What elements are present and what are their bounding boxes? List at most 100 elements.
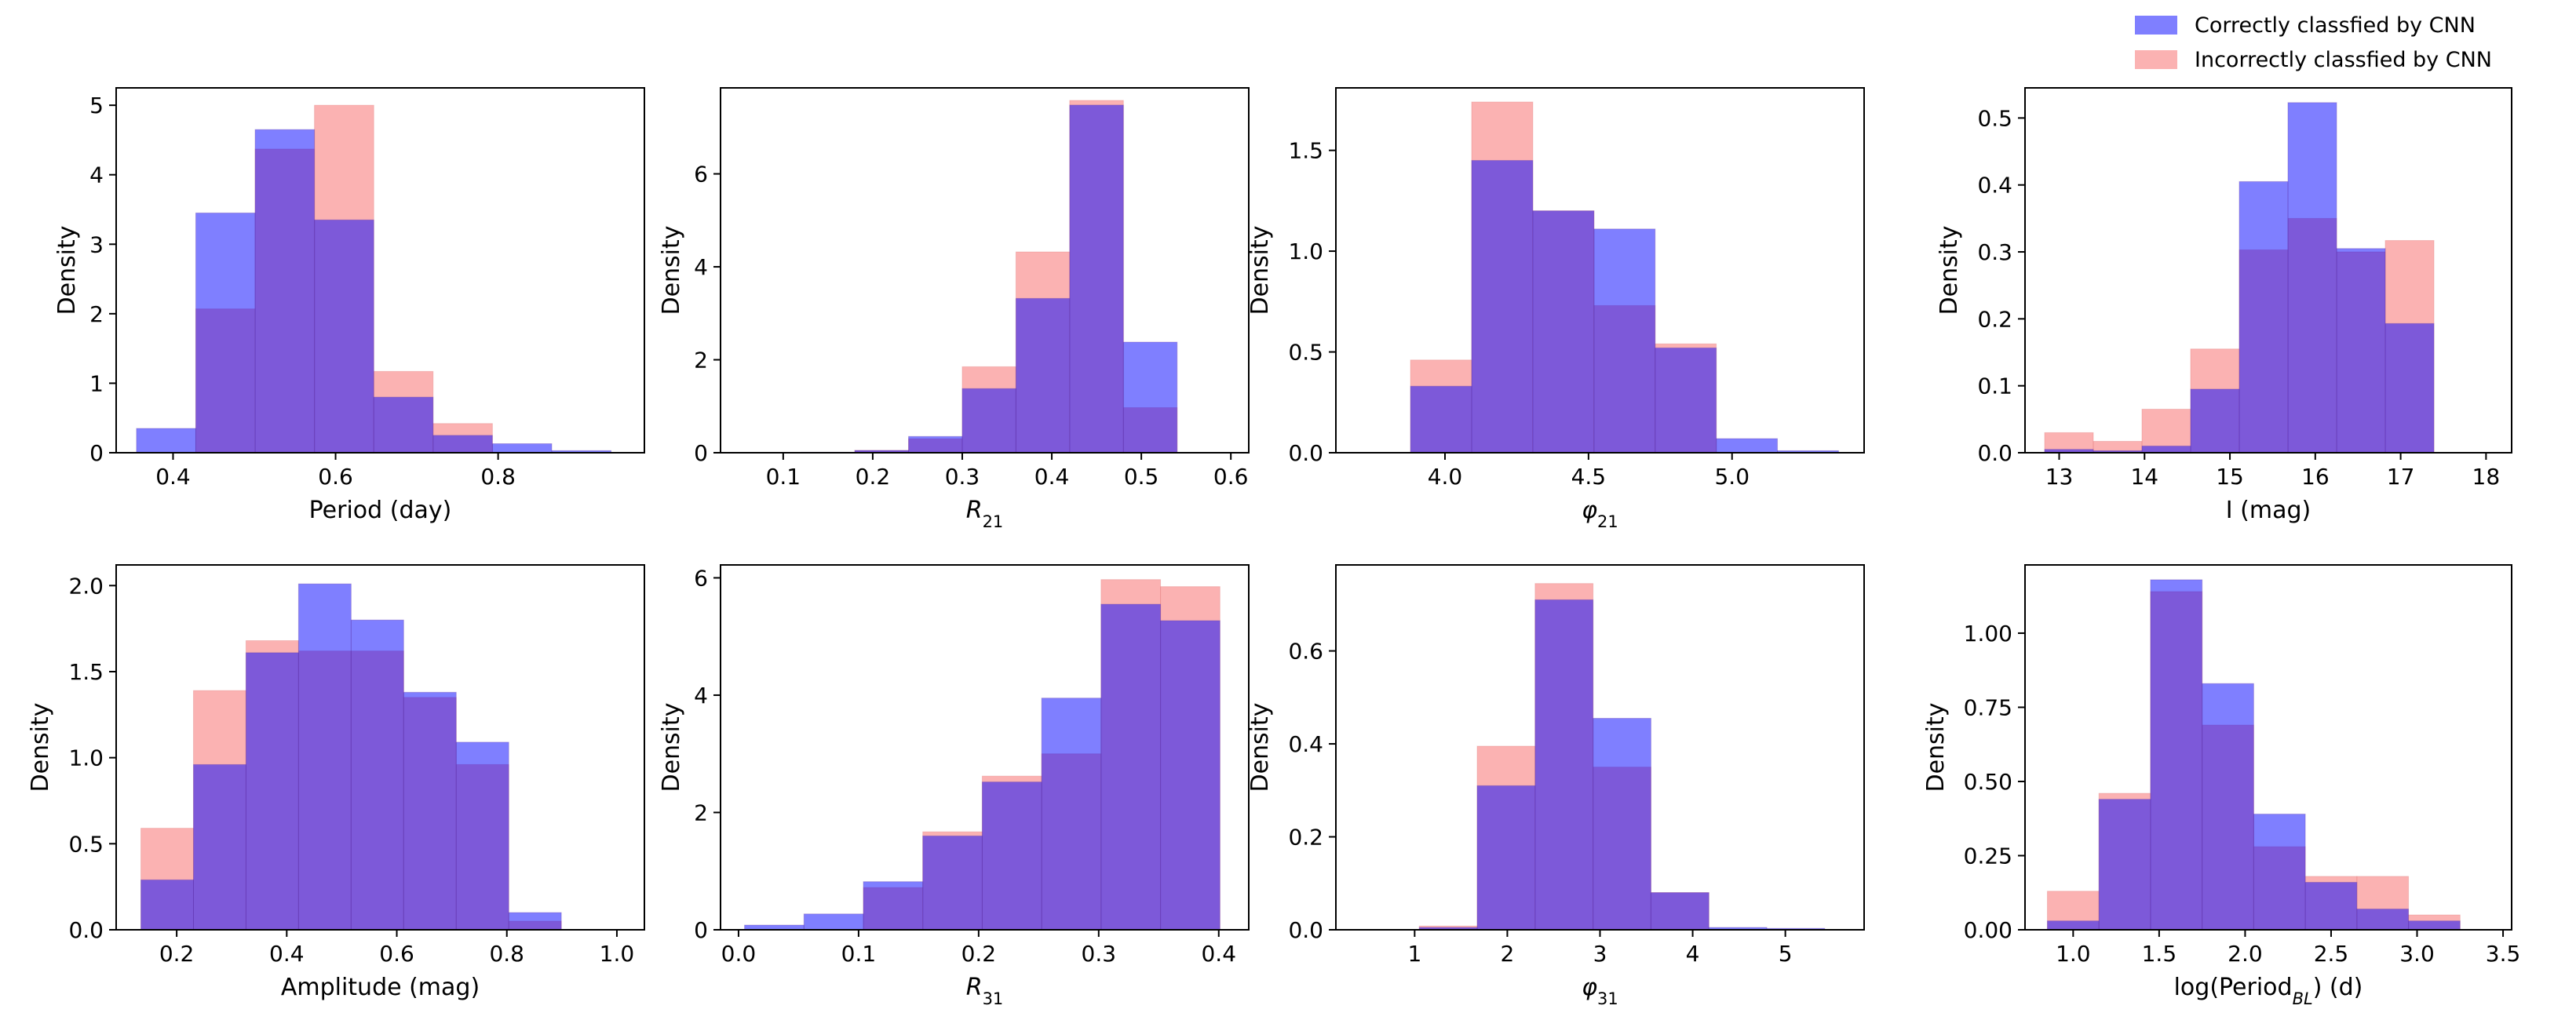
bar-correct xyxy=(195,212,256,453)
x-axis-label: Amplitude (mag) xyxy=(281,974,480,1001)
y-tick-label: 0.4 xyxy=(1977,173,2012,199)
x-tick-label: 0.6 xyxy=(1213,464,1249,490)
y-tick-label: 0.4 xyxy=(1288,731,1323,757)
x-tick-label: 1.0 xyxy=(2056,941,2091,967)
y-axis-label: Density xyxy=(1246,702,1274,792)
bar-correct xyxy=(432,435,493,453)
bar-correct xyxy=(2253,814,2306,930)
y-tick-label: 0.5 xyxy=(68,831,104,857)
histogram-panel-7: 1 2 3 4 5 0.0 0.2 0.4 0.6 φ31 Density xyxy=(1246,564,1865,1008)
x-tick-label: 0.3 xyxy=(1082,941,1117,967)
axes-frame xyxy=(115,564,645,931)
histogram-panel-2: 0.1 0.2 0.3 0.4 0.5 0.6 0 2 4 6 R21 Density xyxy=(658,87,1250,531)
axes-frame xyxy=(2024,87,2512,454)
bars-group xyxy=(2046,579,2461,930)
x-tick-label: 18 xyxy=(2472,464,2501,490)
x-axis-label: φ21 xyxy=(1582,497,1618,531)
bar-correct xyxy=(863,881,924,930)
x-tick-label: 1.0 xyxy=(600,941,635,967)
x-tick-label: 15 xyxy=(2216,464,2244,490)
bar-correct xyxy=(1716,438,1779,453)
bar-correct xyxy=(373,396,434,453)
x-tick-label: 4.5 xyxy=(1571,464,1607,490)
bar-correct xyxy=(403,691,457,930)
x-axis-label: φ31 xyxy=(1582,974,1618,1008)
bar-correct xyxy=(136,428,196,453)
bar-correct xyxy=(2356,909,2410,930)
bar-incorrect xyxy=(2141,409,2191,453)
bar-correct xyxy=(2190,388,2240,453)
bars-group xyxy=(801,100,1178,453)
bar-correct xyxy=(1410,385,1472,453)
histogram-panel-6: 0.0 0.1 0.2 0.3 0.4 0 2 4 6 R31 Density xyxy=(658,564,1250,1008)
x-tick-label: 0.1 xyxy=(841,941,877,967)
histogram-panel-8: 1.0 1.5 2.0 2.5 3.0 3.5 0.00 0.25 0.50 0.75 1.00 lo… xyxy=(1922,564,2521,1008)
x-tick-label: 0.5 xyxy=(1124,464,1159,490)
x-tick-label: 2.0 xyxy=(2228,941,2263,967)
y-axis-label: Density xyxy=(658,702,685,792)
bar-correct xyxy=(1015,297,1071,453)
y-tick-label: 0.0 xyxy=(1288,440,1323,466)
legend-item-incorrect: Incorrectly classfied by CNN xyxy=(2135,44,2492,75)
x-tick-label: 0.4 xyxy=(1034,464,1070,490)
bar-correct xyxy=(254,129,316,453)
bar-correct xyxy=(2287,102,2337,453)
y-tick-label: 0.1 xyxy=(1977,373,2012,399)
bar-correct xyxy=(1069,104,1124,453)
x-tick-label: 13 xyxy=(2045,464,2074,490)
bar-correct xyxy=(1593,717,1651,930)
bars-group xyxy=(140,583,562,930)
x-tick-label: 0.3 xyxy=(945,464,980,490)
bars-group xyxy=(2044,102,2435,453)
histogram-panel-3: 4.0 4.5 5.0 0.0 0.5 1.0 1.5 φ21 Density xyxy=(1246,87,1865,531)
y-tick-label: 4 xyxy=(694,254,708,280)
y-tick-label: 0.25 xyxy=(1964,843,2012,869)
y-tick-label: 0.0 xyxy=(1288,917,1323,943)
bar-correct xyxy=(2150,579,2203,930)
y-tick-label: 2.0 xyxy=(68,573,104,599)
x-tick-label: 0.4 xyxy=(1201,941,1236,967)
bar-correct xyxy=(1471,159,1534,453)
bars-group xyxy=(136,104,612,453)
bar-correct xyxy=(192,763,246,930)
x-tick-label: 0.2 xyxy=(159,941,195,967)
x-tick-label: 0.0 xyxy=(721,941,757,967)
y-axis-label: Density xyxy=(1246,225,1274,315)
bar-correct xyxy=(2384,322,2435,453)
y-tick-label: 3 xyxy=(89,231,104,257)
y-axis-label: Density xyxy=(27,702,54,792)
y-tick-label: 0.6 xyxy=(1288,639,1323,665)
bars-group xyxy=(1410,101,1839,453)
y-tick-label: 0 xyxy=(89,440,104,466)
bar-correct xyxy=(2046,920,2100,930)
x-tick-label: 4 xyxy=(1686,941,1700,967)
x-axis-label: Period (day) xyxy=(309,497,452,524)
legend-swatch-incorrect xyxy=(2135,50,2177,69)
bar-correct xyxy=(2141,445,2191,453)
y-axis-label: Density xyxy=(53,225,81,315)
bar-correct xyxy=(245,652,299,930)
bar-correct xyxy=(491,443,553,453)
histogram-panel-1: 0.4 0.6 0.8 0 1 2 3 4 5 Period (day) Density xyxy=(53,87,645,524)
bar-correct xyxy=(455,741,509,930)
legend-label-correct: Correctly classfied by CNN xyxy=(2195,13,2476,38)
bar-correct xyxy=(297,583,352,930)
y-tick-label: 0.50 xyxy=(1964,769,2012,795)
x-tick-label: 0.1 xyxy=(766,464,801,490)
bar-correct xyxy=(2408,920,2461,930)
bar-correct xyxy=(1122,341,1178,453)
bar-correct xyxy=(1041,698,1102,930)
bar-correct xyxy=(961,388,1016,453)
y-tick-label: 0.5 xyxy=(1977,105,2012,131)
y-tick-label: 0.2 xyxy=(1288,825,1323,851)
y-tick-label: 0.00 xyxy=(1964,917,2012,943)
bar-correct xyxy=(922,835,983,930)
x-tick-label: 3 xyxy=(1593,941,1607,967)
axes-frame xyxy=(1335,87,1865,454)
y-axis-label: Density xyxy=(1936,225,1963,315)
y-tick-label: 0.2 xyxy=(1977,306,2012,332)
bar-correct xyxy=(508,912,562,930)
x-tick-label: 3.0 xyxy=(2399,941,2435,967)
x-tick-label: 3.5 xyxy=(2486,941,2521,967)
